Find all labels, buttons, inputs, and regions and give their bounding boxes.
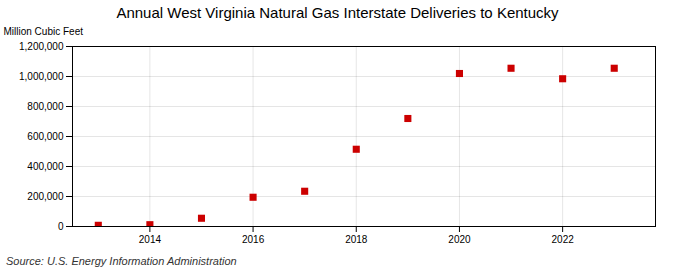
svg-text:800,000: 800,000 [27,101,64,112]
svg-text:200,000: 200,000 [27,191,64,202]
svg-text:1,200,000: 1,200,000 [19,41,64,52]
svg-text:600,000: 600,000 [27,131,64,142]
svg-text:1,000,000: 1,000,000 [19,71,64,82]
svg-text:2022: 2022 [552,234,575,245]
svg-text:400,000: 400,000 [27,161,64,172]
svg-text:Million Cubic Feet: Million Cubic Feet [4,26,84,37]
svg-text:0: 0 [58,221,64,232]
html-text:Source: U.S. Energy Informatio: Source: U.S. Energy Information Administ… [6,255,237,267]
svg-text:2020: 2020 [448,234,471,245]
svg-text:2016: 2016 [242,234,265,245]
html-text:Annual West Virginia Natural G: Annual West Virginia Natural Gas Interst… [116,4,559,21]
svg-text:2018: 2018 [345,234,368,245]
svg-text:2014: 2014 [139,234,162,245]
